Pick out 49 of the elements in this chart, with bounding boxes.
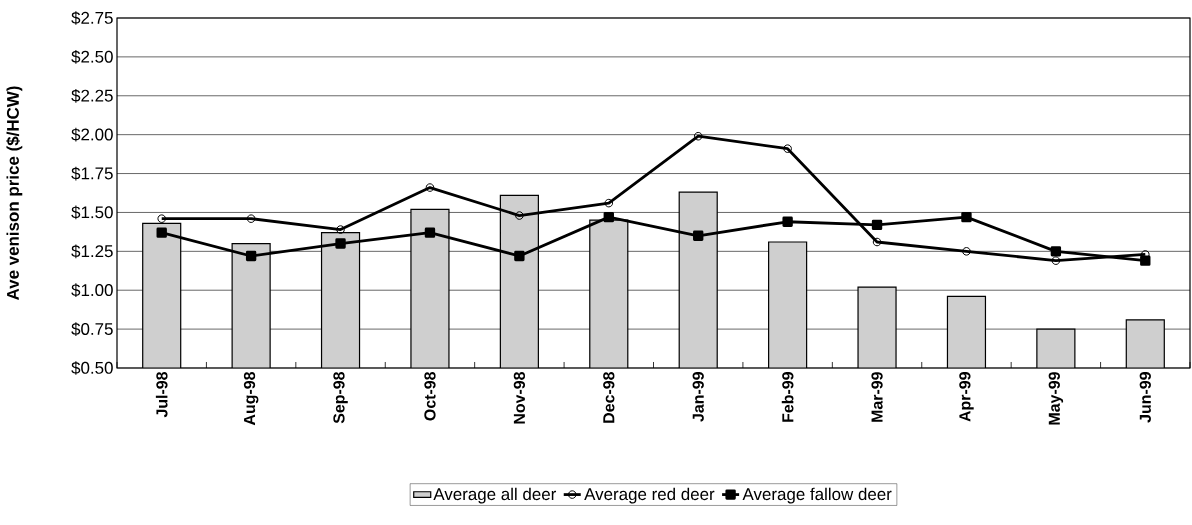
y-tick-label: $0.75 <box>71 322 113 336</box>
x-tick-label: Nov-98 <box>513 372 526 424</box>
legend-label: Average fallow deer <box>742 487 892 504</box>
point <box>782 216 793 227</box>
x-tick-label: Oct-98 <box>424 372 436 421</box>
x-tick-label: Aug-98 <box>243 372 259 426</box>
point <box>336 225 345 234</box>
point <box>783 144 792 153</box>
point <box>872 237 882 247</box>
x-tick-label: May-99 <box>1048 372 1064 425</box>
point <box>1140 255 1151 266</box>
point <box>514 250 525 262</box>
y-tick-label: $2.75 <box>71 11 113 25</box>
point <box>871 219 883 231</box>
x-tick-label: Jun-99 <box>1139 372 1151 423</box>
point <box>1050 246 1062 257</box>
x-tick-label: Jul-98 <box>155 372 168 418</box>
point <box>603 211 614 223</box>
x-tick-label: Mar-99 <box>871 372 883 422</box>
x-tick-label: Sep-98 <box>333 372 348 424</box>
point <box>157 214 166 223</box>
x-tick-label: Feb-99 <box>781 372 794 422</box>
point <box>246 214 256 223</box>
point <box>335 238 346 249</box>
y-tick-label: $1.00 <box>71 283 113 298</box>
x-tick-label: Dec-98 <box>603 372 615 423</box>
y-tick-label: $1.50 <box>71 205 113 220</box>
y-tick-label: $2.50 <box>71 50 113 64</box>
x-tick-label: Apr-99 <box>959 372 974 422</box>
point <box>424 227 436 238</box>
point <box>604 198 614 208</box>
point <box>425 183 435 192</box>
point <box>156 227 167 238</box>
y-tick-label: $1.25 <box>71 244 113 259</box>
y-tick-label: $0.50 <box>71 361 113 375</box>
point <box>962 247 971 256</box>
y-tick-label: $1.75 <box>71 166 113 181</box>
point <box>515 211 524 220</box>
point <box>245 250 257 262</box>
point <box>693 131 703 141</box>
y-tick-label: $2.00 <box>71 127 113 142</box>
point <box>1051 256 1061 265</box>
y-axis-title: Ave venison price ($/HCW) <box>6 86 23 301</box>
legend-label: Average all deer <box>433 487 557 504</box>
x-tick-label: Jan-99 <box>692 372 704 422</box>
legend-label: Average red deer <box>584 487 715 504</box>
point <box>693 230 704 241</box>
point <box>961 211 972 223</box>
y-tick-label: $2.25 <box>71 88 113 103</box>
